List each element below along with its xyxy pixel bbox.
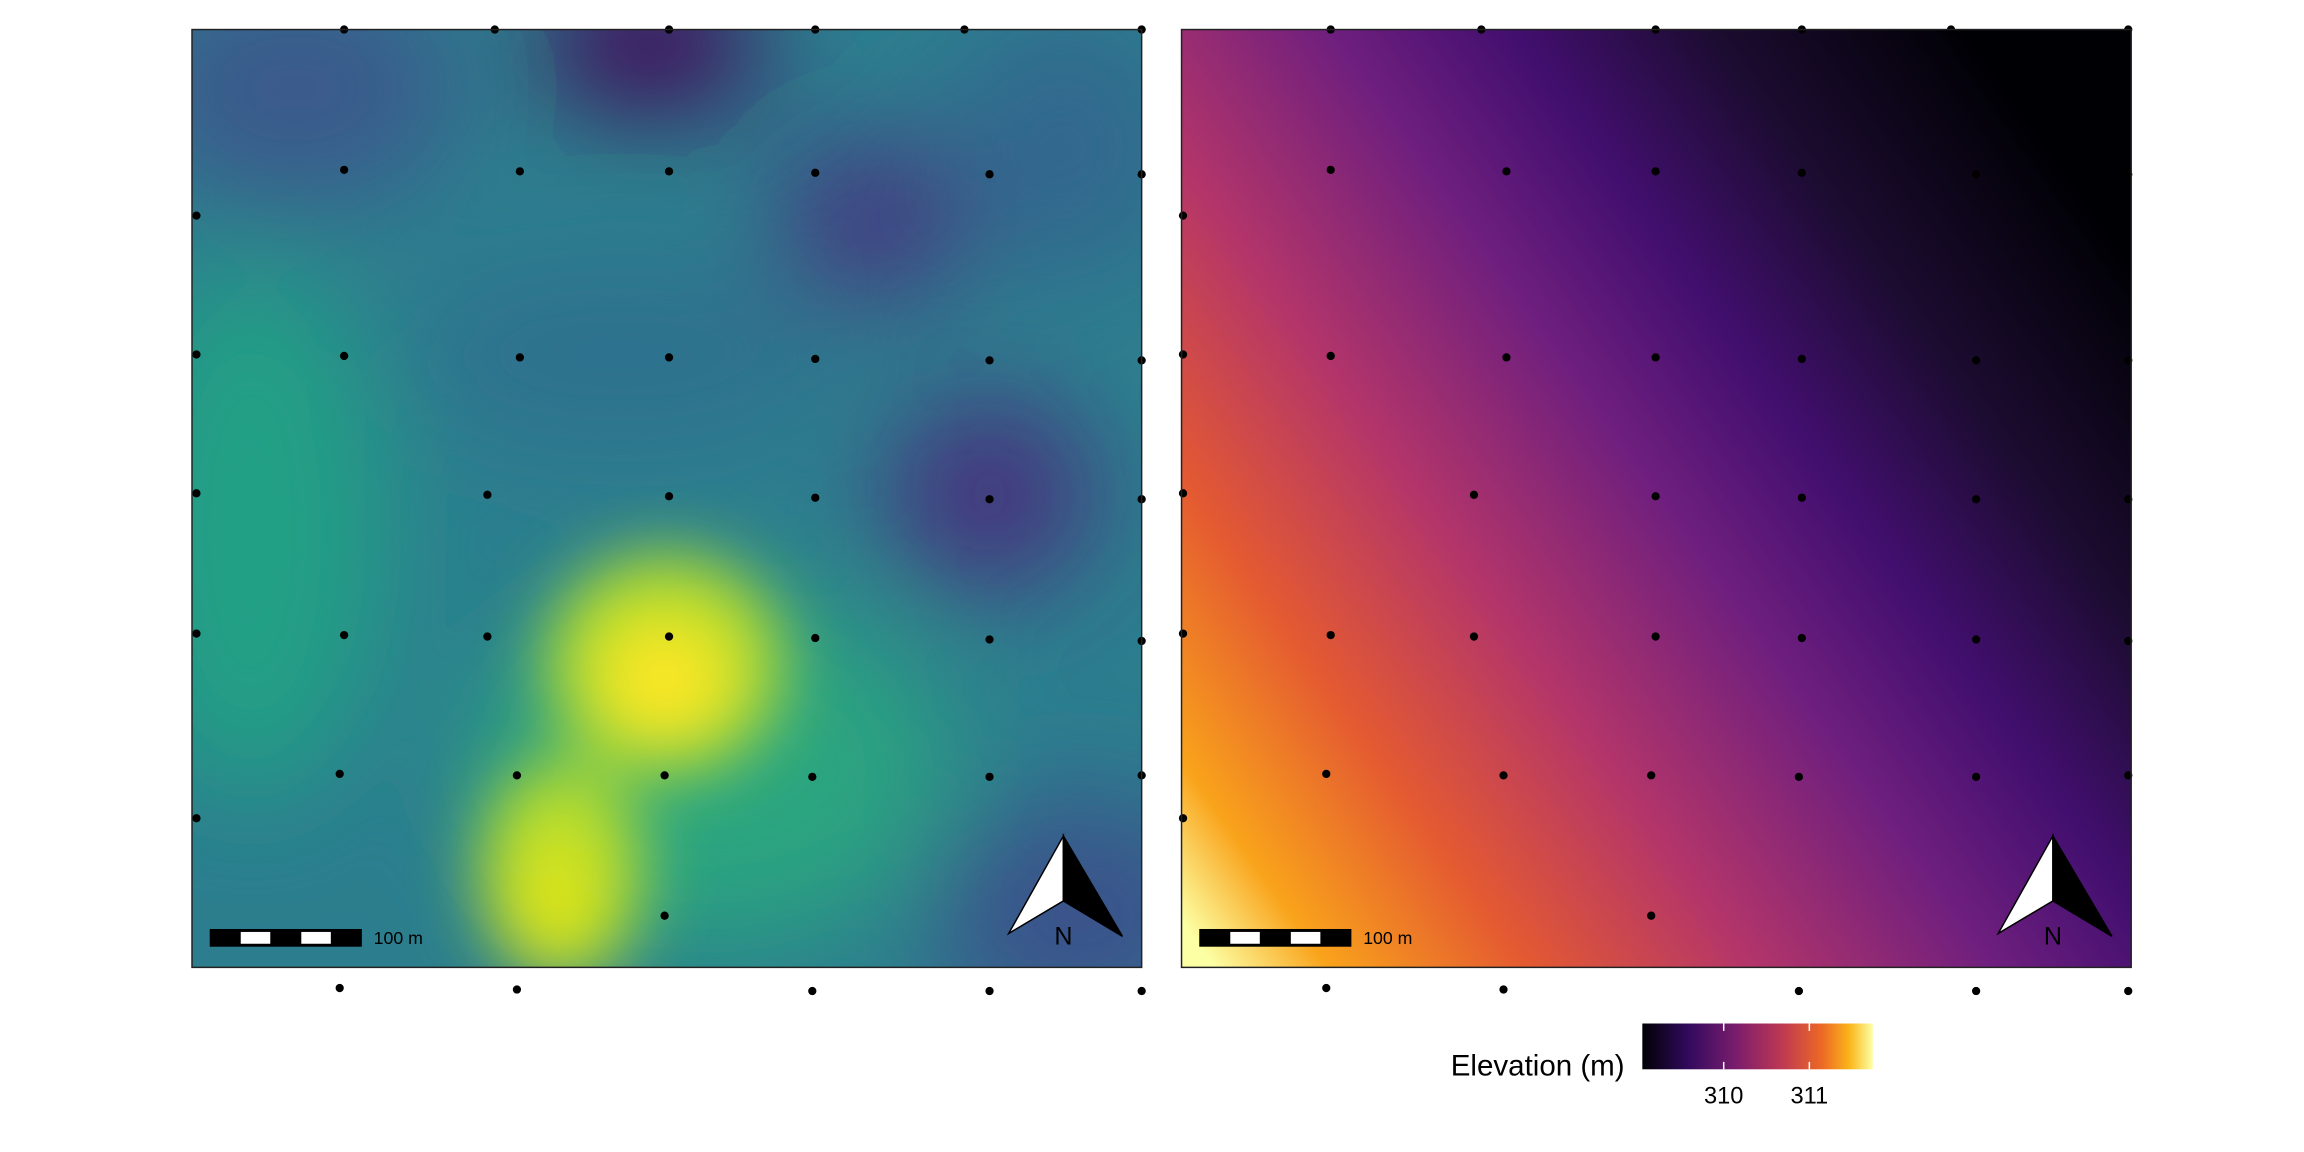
colorbar-tick-label: 311 [1791, 1084, 1829, 1110]
sample-point [339, 630, 349, 640]
sample-point [515, 353, 525, 362]
sample-point [2124, 495, 2133, 504]
sample-point [1797, 168, 1806, 177]
sample-point [1651, 167, 1660, 176]
sample-point [1797, 493, 1806, 502]
sample-point [192, 814, 201, 823]
sample-point [1794, 986, 1804, 996]
north-arrow: N [1006, 833, 1124, 950]
sample-point [808, 986, 817, 996]
scale-label: 100 m [374, 928, 423, 948]
sample-point [512, 985, 522, 994]
sample-point [1322, 983, 1331, 993]
sample-point [1971, 986, 1981, 996]
sample-point [1326, 351, 1335, 361]
scale-bar: 100 m [1199, 928, 1412, 948]
sample-point [985, 495, 994, 504]
sample-point [2124, 356, 2133, 365]
sample-point [1651, 492, 1660, 501]
sample-point [811, 493, 820, 502]
sample-point [1651, 632, 1660, 641]
sample-point [1794, 772, 1804, 781]
sample-point [1647, 911, 1656, 920]
sample-point [985, 986, 994, 996]
sample-point [339, 351, 349, 361]
panel-frame [191, 28, 1143, 969]
sample-point [811, 633, 820, 643]
sample-point [1178, 489, 1188, 498]
viridis-raster [192, 29, 1142, 968]
sample-point [2124, 771, 2133, 780]
sample-point [1797, 633, 1806, 643]
sample-point [1322, 769, 1331, 779]
sample-point [664, 492, 674, 501]
sample-point [1469, 632, 1479, 641]
sample-point [1971, 495, 1981, 504]
sample-point [1499, 985, 1508, 994]
sample-point [1178, 350, 1188, 359]
sample-point [1502, 167, 1511, 176]
colorbar [1642, 1023, 1873, 1070]
sample-point [1971, 170, 1981, 179]
colorbar-tick-label: 310 [1704, 1084, 1743, 1110]
sample-point [2124, 636, 2133, 646]
sample-point [1971, 772, 1981, 781]
sample-point [192, 350, 201, 359]
sample-point [1971, 635, 1981, 644]
sample-point [1137, 986, 1146, 996]
sample-point [808, 772, 817, 781]
sample-point [192, 489, 201, 498]
panel-frame [1180, 28, 2132, 969]
sample-point [515, 167, 525, 176]
sample-point [811, 354, 820, 364]
sample-point [1499, 771, 1508, 780]
sample-points [192, 25, 2133, 996]
sample-point [1502, 353, 1511, 362]
sample-point [483, 632, 492, 641]
sample-point [192, 211, 201, 220]
sample-point [985, 170, 994, 179]
sample-point [664, 353, 674, 362]
sample-point [335, 983, 344, 993]
sample-point [664, 167, 674, 176]
legend-title: Elevation (m) [1451, 1050, 1625, 1083]
scale-bar: 100 m [209, 928, 423, 948]
sample-point [660, 911, 669, 920]
sample-point [1647, 771, 1656, 780]
sample-point [1326, 165, 1335, 174]
legend: Elevation (m) 310 311 [1451, 1023, 1873, 1110]
sample-point [512, 771, 522, 780]
sample-point [811, 168, 820, 177]
sample-point [660, 771, 669, 780]
sample-point [2124, 170, 2133, 179]
sample-point [664, 632, 674, 641]
north-label: N [2044, 922, 2062, 950]
sample-point [192, 629, 201, 638]
sample-point [1178, 814, 1188, 823]
sample-point [1178, 211, 1188, 220]
sample-point [1651, 353, 1660, 362]
sample-point [1178, 629, 1188, 638]
scale-label: 100 m [1363, 928, 1412, 948]
sample-point [339, 165, 349, 174]
sample-point [985, 356, 994, 365]
north-arrow: N [1996, 833, 2113, 950]
sample-point [483, 490, 492, 499]
north-label: N [1054, 922, 1072, 950]
sample-point [1469, 490, 1479, 499]
sample-point [1797, 354, 1806, 364]
sample-point [2124, 986, 2133, 996]
sample-point [985, 772, 994, 781]
sample-point [335, 769, 344, 779]
sample-point [1971, 356, 1981, 365]
sample-point [1326, 630, 1335, 640]
sample-point [985, 635, 994, 644]
